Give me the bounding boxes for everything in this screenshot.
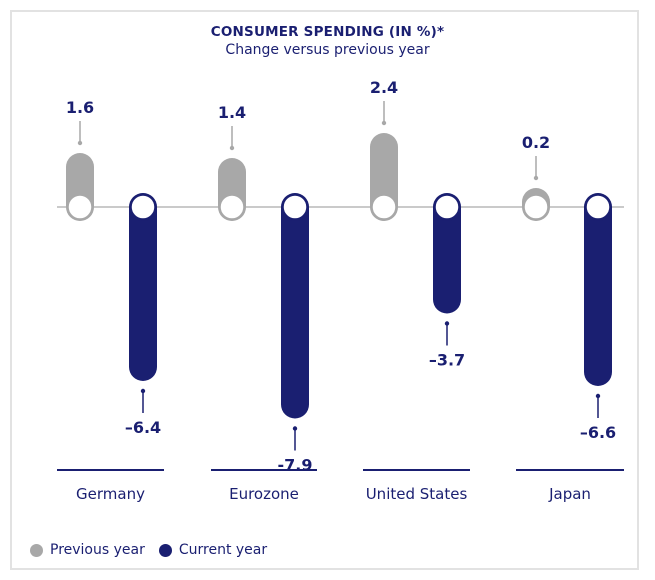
leader-dot-current-japan [595, 393, 601, 399]
category-label-germany: Germany [76, 485, 145, 503]
baseline-marker-previous-japan [522, 193, 550, 221]
data-label-previous-united-states: 2.4 [370, 78, 398, 97]
data-label-current-eurozone: -7.9 [278, 456, 313, 475]
baseline-marker-current-eurozone [281, 193, 309, 221]
legend-label-current: Current year [178, 542, 268, 558]
leader-dot-previous-eurozone [229, 145, 235, 151]
data-label-current-germany: –6.4 [125, 418, 161, 437]
leader-dot-current-eurozone [292, 426, 298, 431]
legend-label-previous: Previous year [50, 542, 145, 558]
leader-dot-current-germany [140, 388, 146, 394]
data-label-previous-germany: 1.6 [66, 98, 94, 117]
baseline-marker-previous-germany [66, 193, 94, 221]
leader-dot-current-united-states [444, 321, 450, 326]
leader-dot-previous-germany [77, 140, 83, 146]
legend: Previous year Current year [30, 542, 281, 558]
chart-subtitle: Change versus previous year [225, 42, 430, 58]
data-label-previous-eurozone: 1.4 [218, 103, 246, 122]
category-label-united-states: United States [366, 485, 468, 503]
chart-title: CONSUMER SPENDING (IN %)* [210, 24, 445, 40]
legend-item-current: Current year [158, 542, 268, 558]
baseline-marker-current-germany [129, 193, 157, 221]
legend-swatch-previous [30, 543, 43, 557]
bar-current-united-states [433, 193, 461, 314]
chart-frame [10, 10, 639, 570]
baseline-marker-current-japan [584, 193, 612, 221]
leader-dot-previous-united-states [381, 120, 387, 126]
data-label-current-japan: –6.6 [580, 423, 616, 442]
legend-swatch-current [158, 543, 172, 557]
data-label-previous-japan: 0.2 [522, 133, 550, 152]
bar-current-japan [584, 193, 612, 386]
category-label-japan: Japan [548, 485, 591, 503]
bar-current-eurozone [281, 193, 309, 419]
leader-dot-previous-japan [533, 175, 539, 181]
legend-item-previous: Previous year [30, 542, 145, 558]
bar-current-germany [129, 193, 157, 381]
baseline-marker-previous-united-states [370, 193, 398, 221]
baseline-marker-current-united-states [433, 193, 461, 221]
baseline-marker-previous-eurozone [218, 193, 246, 221]
category-label-eurozone: Eurozone [229, 485, 299, 503]
data-label-current-united-states: –3.7 [429, 351, 465, 370]
